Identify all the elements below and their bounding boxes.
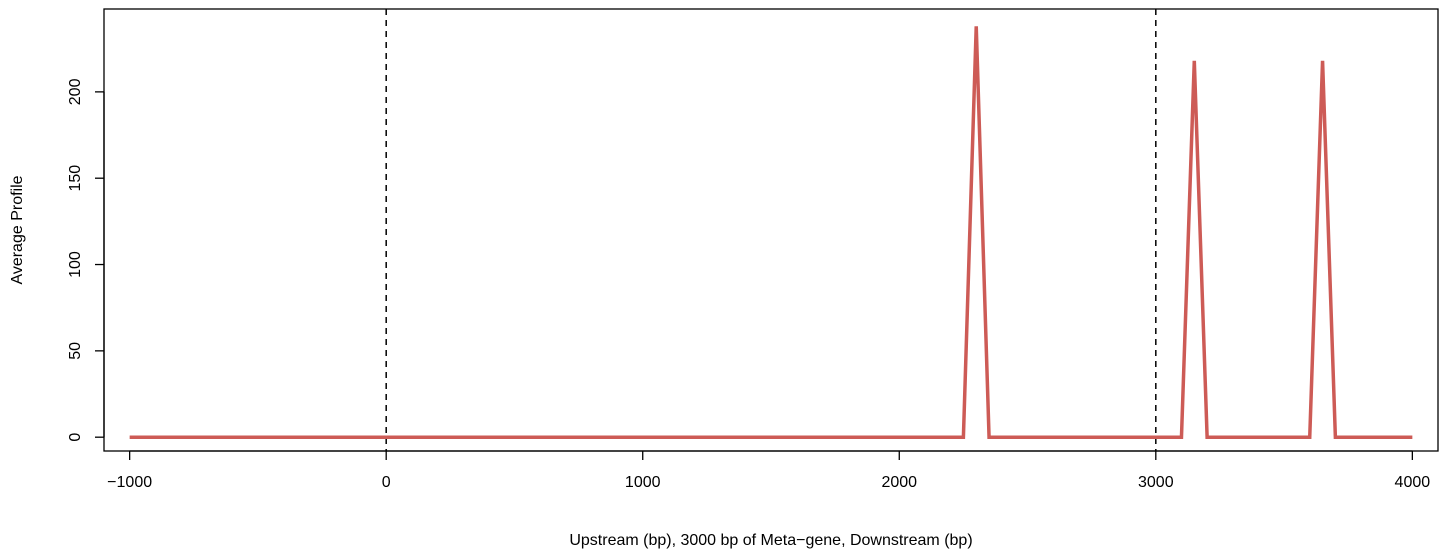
x-tick-label-3: 2000 (881, 474, 917, 491)
series-group (129, 26, 1413, 439)
y-tick-label-4: 200 (67, 78, 84, 105)
reference-lines (385, 9, 1157, 451)
x-tick-label-2: 1000 (625, 474, 661, 491)
y-tick-label-2: 100 (67, 251, 84, 278)
x-tick-label-4: 3000 (1138, 474, 1174, 491)
x-tick-label-0: −1000 (107, 474, 152, 491)
plot-frame (103, 8, 1439, 452)
x-axis-label: Upstream (bp), 3000 bp of Meta−gene, Dow… (569, 532, 972, 549)
y-tick-label-3: 150 (67, 165, 84, 192)
x-tick-label-1: 0 (382, 474, 391, 491)
x-tick-label-5: 4000 (1395, 474, 1431, 491)
y-tick-label-1: 50 (67, 342, 84, 360)
x-axis: −1000 0 1000 2000 3000 4000 (107, 450, 1431, 491)
y-tick-label-0: 0 (67, 433, 84, 442)
y-axis: 0 50 100 150 200 (67, 78, 105, 442)
series-line-0 (129, 26, 1413, 439)
y-axis-label: Average Profile (9, 175, 26, 284)
